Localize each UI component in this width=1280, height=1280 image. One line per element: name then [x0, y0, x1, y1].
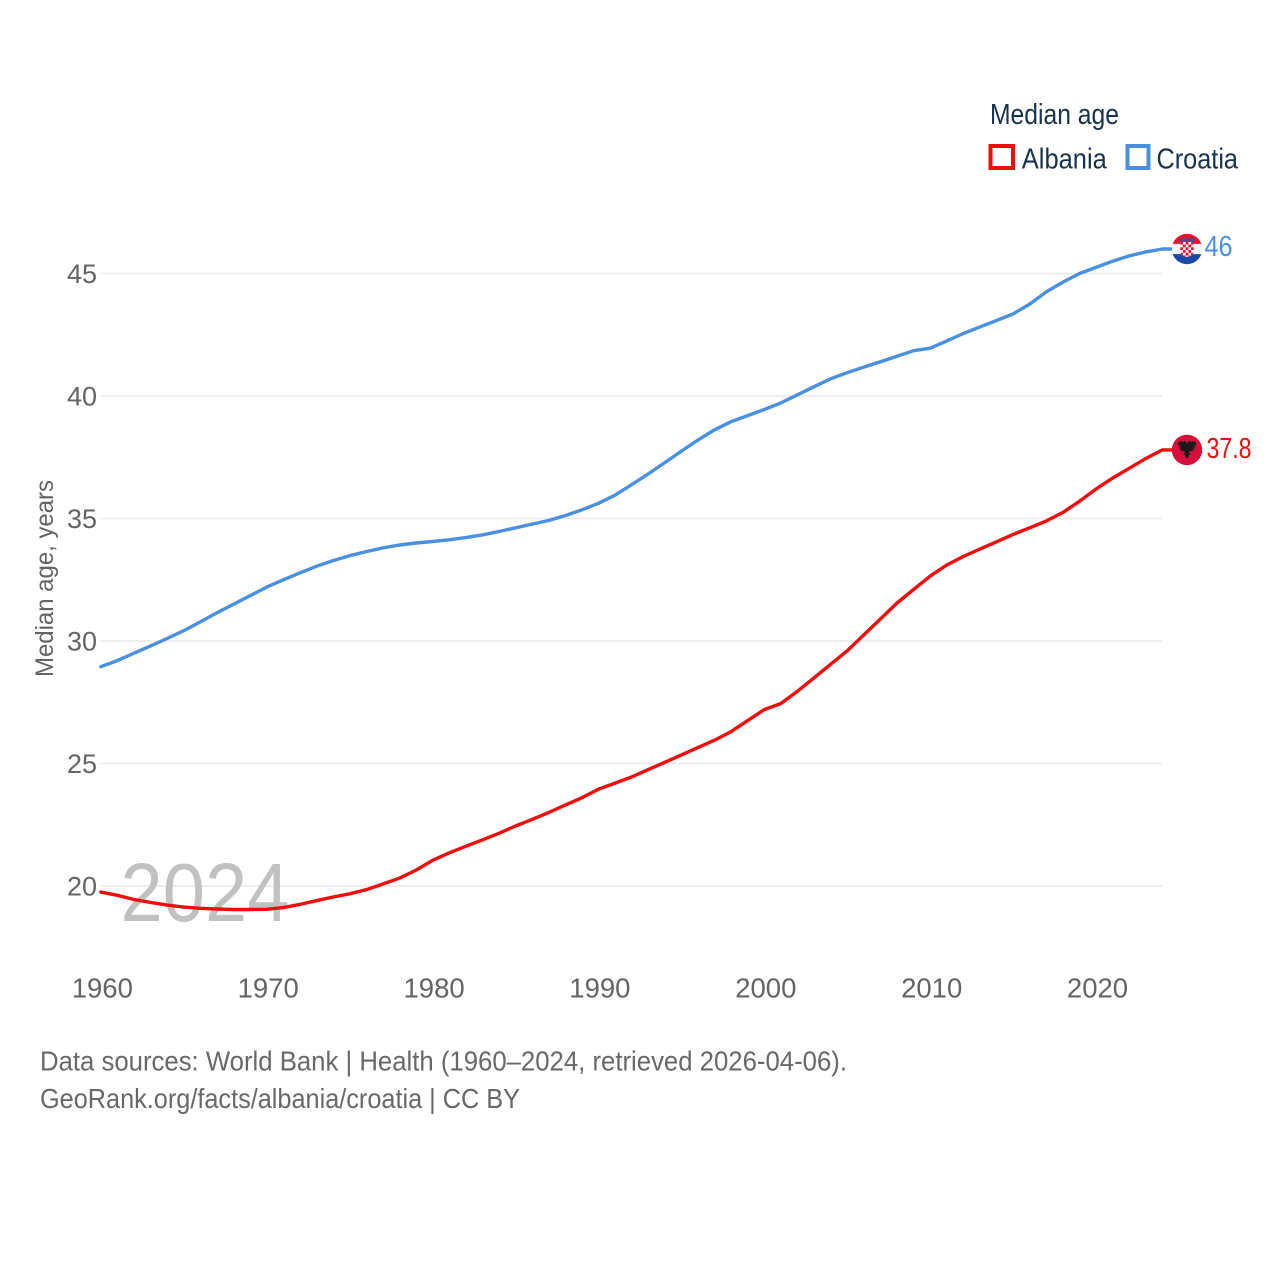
svg-text:45: 45: [67, 259, 97, 289]
svg-text:2010: 2010: [901, 973, 962, 1004]
svg-text:25: 25: [67, 749, 97, 779]
svg-text:1990: 1990: [569, 973, 630, 1004]
svg-text:2024: 2024: [121, 846, 290, 939]
svg-text:2020: 2020: [1067, 973, 1128, 1004]
svg-text:Median age: Median age: [990, 99, 1119, 131]
svg-text:Croatia: Croatia: [1157, 144, 1239, 176]
svg-text:37.8: 37.8: [1207, 433, 1252, 465]
svg-text:1980: 1980: [404, 973, 465, 1004]
svg-text:20: 20: [67, 871, 97, 901]
svg-text:35: 35: [67, 504, 97, 534]
svg-text:40: 40: [67, 381, 97, 411]
svg-text:2000: 2000: [735, 973, 796, 1004]
svg-text:1960: 1960: [72, 973, 133, 1004]
svg-text:30: 30: [67, 626, 97, 656]
svg-text:1970: 1970: [238, 973, 299, 1004]
svg-text:46: 46: [1205, 231, 1233, 263]
svg-text:Median age, years: Median age, years: [31, 480, 59, 677]
svg-text:Data sources: World Bank | Hea: Data sources: World Bank | Health (1960–…: [40, 1046, 847, 1077]
svg-text:Albania: Albania: [1022, 144, 1108, 176]
svg-text:GeoRank.org/facts/albania/croa: GeoRank.org/facts/albania/croatia | CC B…: [40, 1083, 520, 1114]
